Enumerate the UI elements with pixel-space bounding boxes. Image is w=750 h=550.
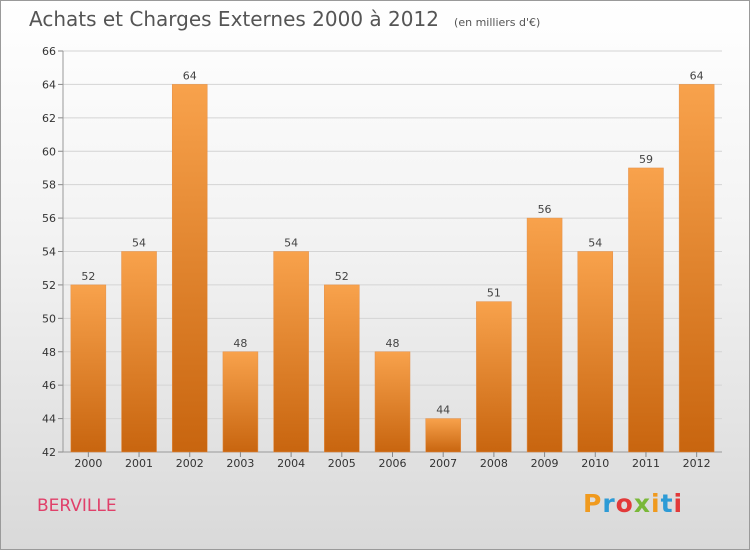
- logo-letter: i: [673, 489, 684, 518]
- y-tick-label: 66: [42, 45, 56, 58]
- y-tick-label: 54: [42, 246, 56, 259]
- proxiti-logo[interactable]: Proxiti: [583, 489, 683, 518]
- data-label-2009: 56: [538, 203, 552, 216]
- bars: [70, 84, 715, 453]
- y-tick-label: 50: [42, 312, 56, 325]
- y-tick-label: 46: [42, 379, 56, 392]
- commune-name: BERVILLE: [37, 496, 117, 516]
- data-label-2003: 48: [233, 337, 247, 350]
- data-label-2004: 54: [284, 237, 298, 250]
- data-label-2010: 54: [588, 237, 602, 250]
- bar-2009: [526, 217, 563, 453]
- data-label-2012: 64: [690, 69, 704, 82]
- bar-2006: [374, 351, 411, 453]
- y-tick-label: 48: [42, 346, 56, 359]
- logo-letter: i: [651, 489, 661, 518]
- y-tick-label: 52: [42, 279, 56, 292]
- logo-letter: r: [602, 489, 616, 518]
- data-label-2005: 52: [335, 270, 349, 283]
- bar-2003: [222, 351, 259, 453]
- bar-2011: [628, 167, 664, 453]
- x-tick-label-2012: 2012: [683, 457, 711, 470]
- chart-subtitle: (en milliers d'€): [454, 16, 541, 29]
- y-tick-label: 56: [42, 212, 56, 225]
- data-label-2000: 52: [81, 270, 95, 283]
- x-tick-label-2000: 2000: [74, 457, 102, 470]
- bar-2010: [577, 251, 614, 453]
- bar-2002: [171, 84, 208, 453]
- data-label-2008: 51: [487, 287, 501, 300]
- x-tick-label-2007: 2007: [429, 457, 457, 470]
- x-tick-label-2005: 2005: [328, 457, 356, 470]
- x-tick-label-2001: 2001: [125, 457, 153, 470]
- y-tick-label: 58: [42, 179, 56, 192]
- x-tick-label-2004: 2004: [277, 457, 305, 470]
- title-row: Achats et Charges Externes 2000 à 2012 (…: [29, 7, 540, 31]
- x-tick-label-2010: 2010: [581, 457, 609, 470]
- bar-2001: [121, 251, 157, 453]
- data-label-2006: 48: [386, 337, 400, 350]
- bar-2012: [678, 84, 715, 453]
- y-tick-label: 44: [42, 413, 56, 426]
- bar-2004: [273, 251, 309, 453]
- x-tick-labels: 2000 2001 2002 2003 2004 2005 2006 2007 2008 2009…: [74, 452, 711, 470]
- y-tick-label: 60: [42, 145, 56, 158]
- logo-letter: x: [633, 489, 651, 518]
- x-tick-label-2006: 2006: [379, 457, 407, 470]
- x-tick-label-2009: 2009: [531, 457, 559, 470]
- data-labels: 52 54 64 48 54 52 48 44 51 56 54 59 64: [81, 69, 703, 416]
- bar-2007: [425, 418, 461, 453]
- x-tick-label-2003: 2003: [226, 457, 254, 470]
- data-label-2011: 59: [639, 153, 653, 166]
- logo-letter: o: [615, 489, 634, 518]
- data-label-2007: 44: [436, 404, 450, 417]
- x-tick-label-2011: 2011: [632, 457, 660, 470]
- logo-letter: P: [583, 489, 603, 518]
- y-tick-label: 64: [42, 78, 56, 91]
- y-tick-labels: 42 44 46 48 50 52 54 56 58 60 62 64 66: [42, 45, 56, 459]
- x-tick-label-2008: 2008: [480, 457, 508, 470]
- bar-2000: [70, 284, 107, 453]
- x-tick-label-2002: 2002: [176, 457, 204, 470]
- bar-2008: [476, 301, 512, 453]
- y-tick-label: 42: [42, 446, 56, 459]
- data-label-2002: 64: [183, 69, 197, 82]
- bar-2005: [324, 284, 360, 453]
- y-tick-label: 62: [42, 112, 56, 125]
- data-label-2001: 54: [132, 237, 146, 250]
- logo-letter: t: [660, 489, 674, 518]
- chart-title: Achats et Charges Externes 2000 à 2012: [29, 7, 439, 31]
